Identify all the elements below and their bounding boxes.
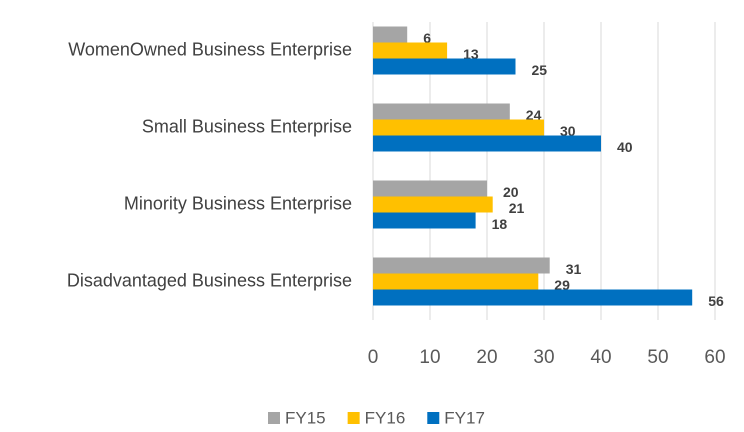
bar xyxy=(373,135,601,152)
bar xyxy=(373,212,476,229)
x-tick-label: 60 xyxy=(704,347,725,368)
legend-swatch xyxy=(427,412,440,424)
value-label: 40 xyxy=(617,139,633,155)
bar xyxy=(373,196,493,213)
x-tick-label: 30 xyxy=(533,347,554,368)
value-label: 24 xyxy=(526,107,542,123)
legend-swatch xyxy=(268,412,280,424)
value-label: 31 xyxy=(566,261,582,277)
value-label: 6 xyxy=(423,30,431,46)
x-tick-label: 50 xyxy=(647,347,668,368)
value-label: 30 xyxy=(560,123,576,139)
bar xyxy=(373,26,408,43)
x-tick-label: 0 xyxy=(368,347,379,368)
bar xyxy=(373,42,448,59)
value-label: 20 xyxy=(503,184,519,200)
bar xyxy=(373,289,693,306)
x-tick-label: 40 xyxy=(590,347,611,368)
legend-label: FY16 xyxy=(365,408,406,427)
category-label: Small Business Enterprise xyxy=(142,116,352,136)
bar xyxy=(373,273,539,290)
bar xyxy=(373,180,487,197)
value-label: 25 xyxy=(532,62,548,78)
value-label: 21 xyxy=(509,200,525,216)
value-label: 18 xyxy=(492,216,508,232)
category-label: WomenOwned Business Enterprise xyxy=(68,39,352,59)
bar xyxy=(373,58,516,75)
value-label: 56 xyxy=(708,293,724,309)
value-label: 29 xyxy=(554,277,570,293)
legend-label: FY15 xyxy=(285,408,326,427)
x-tick-label: 10 xyxy=(419,347,440,368)
category-label: Minority Business Enterprise xyxy=(124,193,352,213)
bar xyxy=(373,103,510,120)
category-label: Disadvantaged Business Enterprise xyxy=(67,270,352,290)
legend-label: FY17 xyxy=(444,408,485,427)
bar xyxy=(373,257,550,274)
x-tick-label: 20 xyxy=(476,347,497,368)
legend-swatch xyxy=(347,412,360,424)
bar xyxy=(373,119,544,136)
value-label: 13 xyxy=(463,46,479,62)
